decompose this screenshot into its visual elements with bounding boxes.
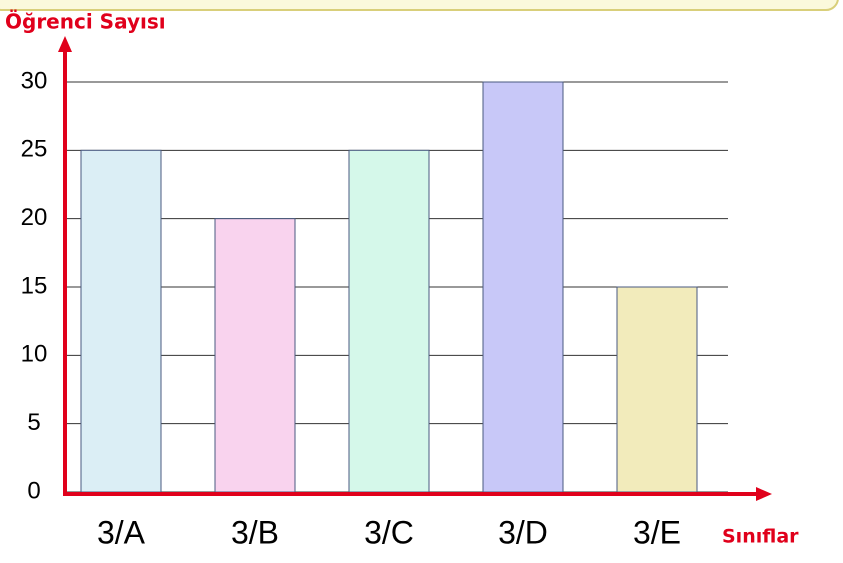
x-axis-label: Sınıflar [722, 526, 799, 548]
x-tick-label: 3/A [97, 514, 146, 550]
y-tick-label: 5 [27, 409, 40, 436]
bar [80, 149, 162, 493]
y-tick-label: 30 [21, 67, 48, 94]
x-tick-label: 3/C [364, 514, 414, 550]
bar [214, 218, 296, 493]
bar [616, 286, 698, 493]
axes [58, 36, 772, 501]
bars [80, 81, 698, 493]
x-tick-label: 3/B [231, 514, 279, 550]
x-tick-label: 3/D [498, 514, 548, 550]
y-tick-label: 0 [27, 477, 40, 504]
y-axis-label: Öğrenci Sayısı [5, 10, 166, 34]
top-banner [0, 0, 839, 11]
bar [482, 81, 564, 493]
y-axis-arrow [58, 36, 72, 52]
y-tick-label: 20 [21, 204, 48, 231]
x-tick-label: 3/E [633, 514, 681, 550]
x-axis-arrow [756, 487, 772, 501]
y-tick-label: 25 [21, 136, 48, 163]
bar [348, 149, 430, 493]
y-tick-label: 10 [21, 341, 48, 368]
y-tick-label: 15 [21, 272, 48, 299]
